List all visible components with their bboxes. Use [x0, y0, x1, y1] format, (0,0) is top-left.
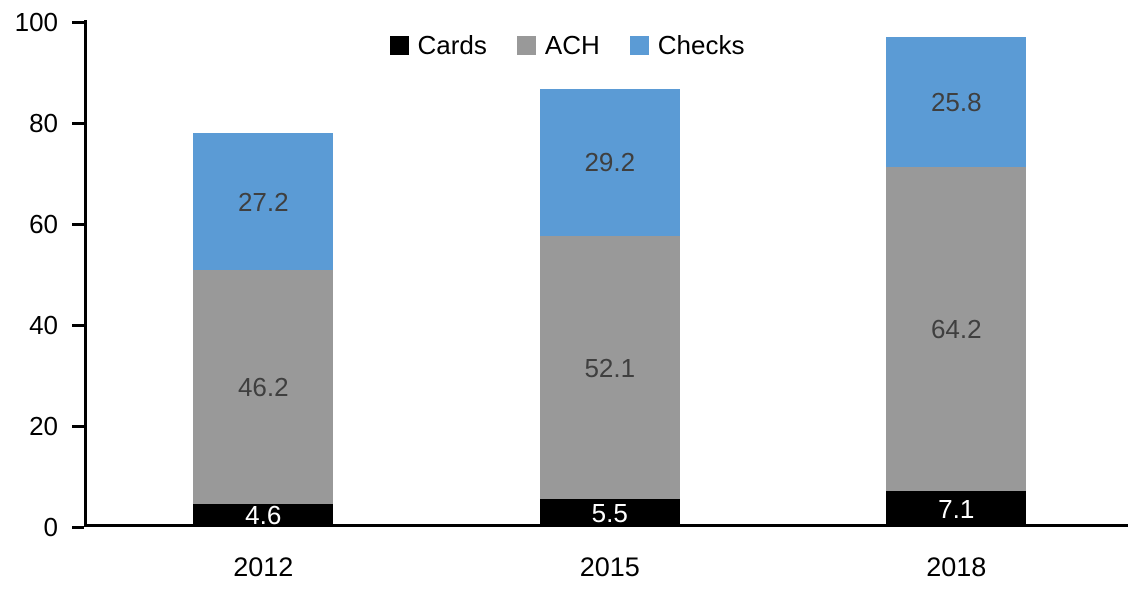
y-tick-label-60: 60 [29, 209, 58, 239]
legend-swatch-cards [389, 35, 409, 55]
bar-value-label-cards-2012: 4.6 [245, 500, 282, 531]
legend-swatch-checks [629, 35, 649, 55]
x-category-label-2012: 2012 [233, 552, 294, 582]
x-category-label-2015: 2015 [579, 552, 640, 582]
bar-value-label-ach-2015: 52.1 [584, 352, 636, 383]
legend-item-cards: Cards [389, 30, 487, 60]
bar-segment-cards-2018: 7.1 [886, 491, 1027, 527]
bar-value-label-checks-2012: 27.2 [237, 186, 289, 217]
bar-segment-cards-2015: 5.5 [539, 498, 680, 529]
bar-value-label-ach-2012: 46.2 [237, 372, 289, 403]
y-tick-60 [72, 222, 84, 226]
bar-value-label-checks-2018: 25.8 [930, 86, 982, 117]
chart-legend: Cards ACH Checks [0, 32, 1134, 58]
y-tick-80 [72, 121, 84, 125]
legend-item-ach: ACH [516, 30, 600, 60]
y-tick-label-80: 80 [29, 108, 58, 138]
bar-segment-ach-2018: 64.2 [886, 166, 1027, 492]
bar-2015: 5.5 52.1 29.2 [539, 88, 680, 529]
y-tick-label-40: 40 [29, 310, 58, 340]
legend-label-cards: Cards [417, 30, 487, 60]
legend-label-ach: ACH [544, 30, 600, 60]
bar-segment-cards-2012: 4.6 [193, 500, 334, 531]
bar-value-label-ach-2018: 64.2 [930, 314, 982, 345]
y-axis-line [84, 20, 87, 527]
y-tick-0 [72, 525, 84, 529]
y-tick-20 [72, 424, 84, 428]
bar-segment-checks-2012: 27.2 [193, 133, 334, 271]
y-tick-40 [72, 323, 84, 327]
legend-swatch-ach [516, 35, 536, 55]
bar-value-label-cards-2015: 5.5 [591, 498, 628, 529]
bar-segment-ach-2012: 46.2 [193, 270, 334, 504]
x-category-label-2018: 2018 [926, 552, 987, 582]
bar-segment-checks-2015: 29.2 [539, 88, 680, 237]
y-tick-label-20: 20 [29, 411, 58, 441]
bar-segment-ach-2015: 52.1 [539, 236, 680, 500]
y-tick-label-100: 100 [14, 7, 58, 37]
bar-value-label-checks-2015: 29.2 [584, 147, 636, 178]
legend-item-checks: Checks [629, 30, 745, 60]
y-tick-label-0: 0 [43, 512, 58, 542]
bar-segment-checks-2018: 25.8 [886, 36, 1027, 167]
bar-value-label-cards-2018: 7.1 [938, 494, 975, 525]
y-tick-100 [72, 20, 84, 24]
bar-2012: 4.6 46.2 27.2 [193, 133, 334, 531]
bar-2018: 7.1 64.2 25.8 [886, 36, 1027, 527]
legend-label-checks: Checks [657, 30, 745, 60]
